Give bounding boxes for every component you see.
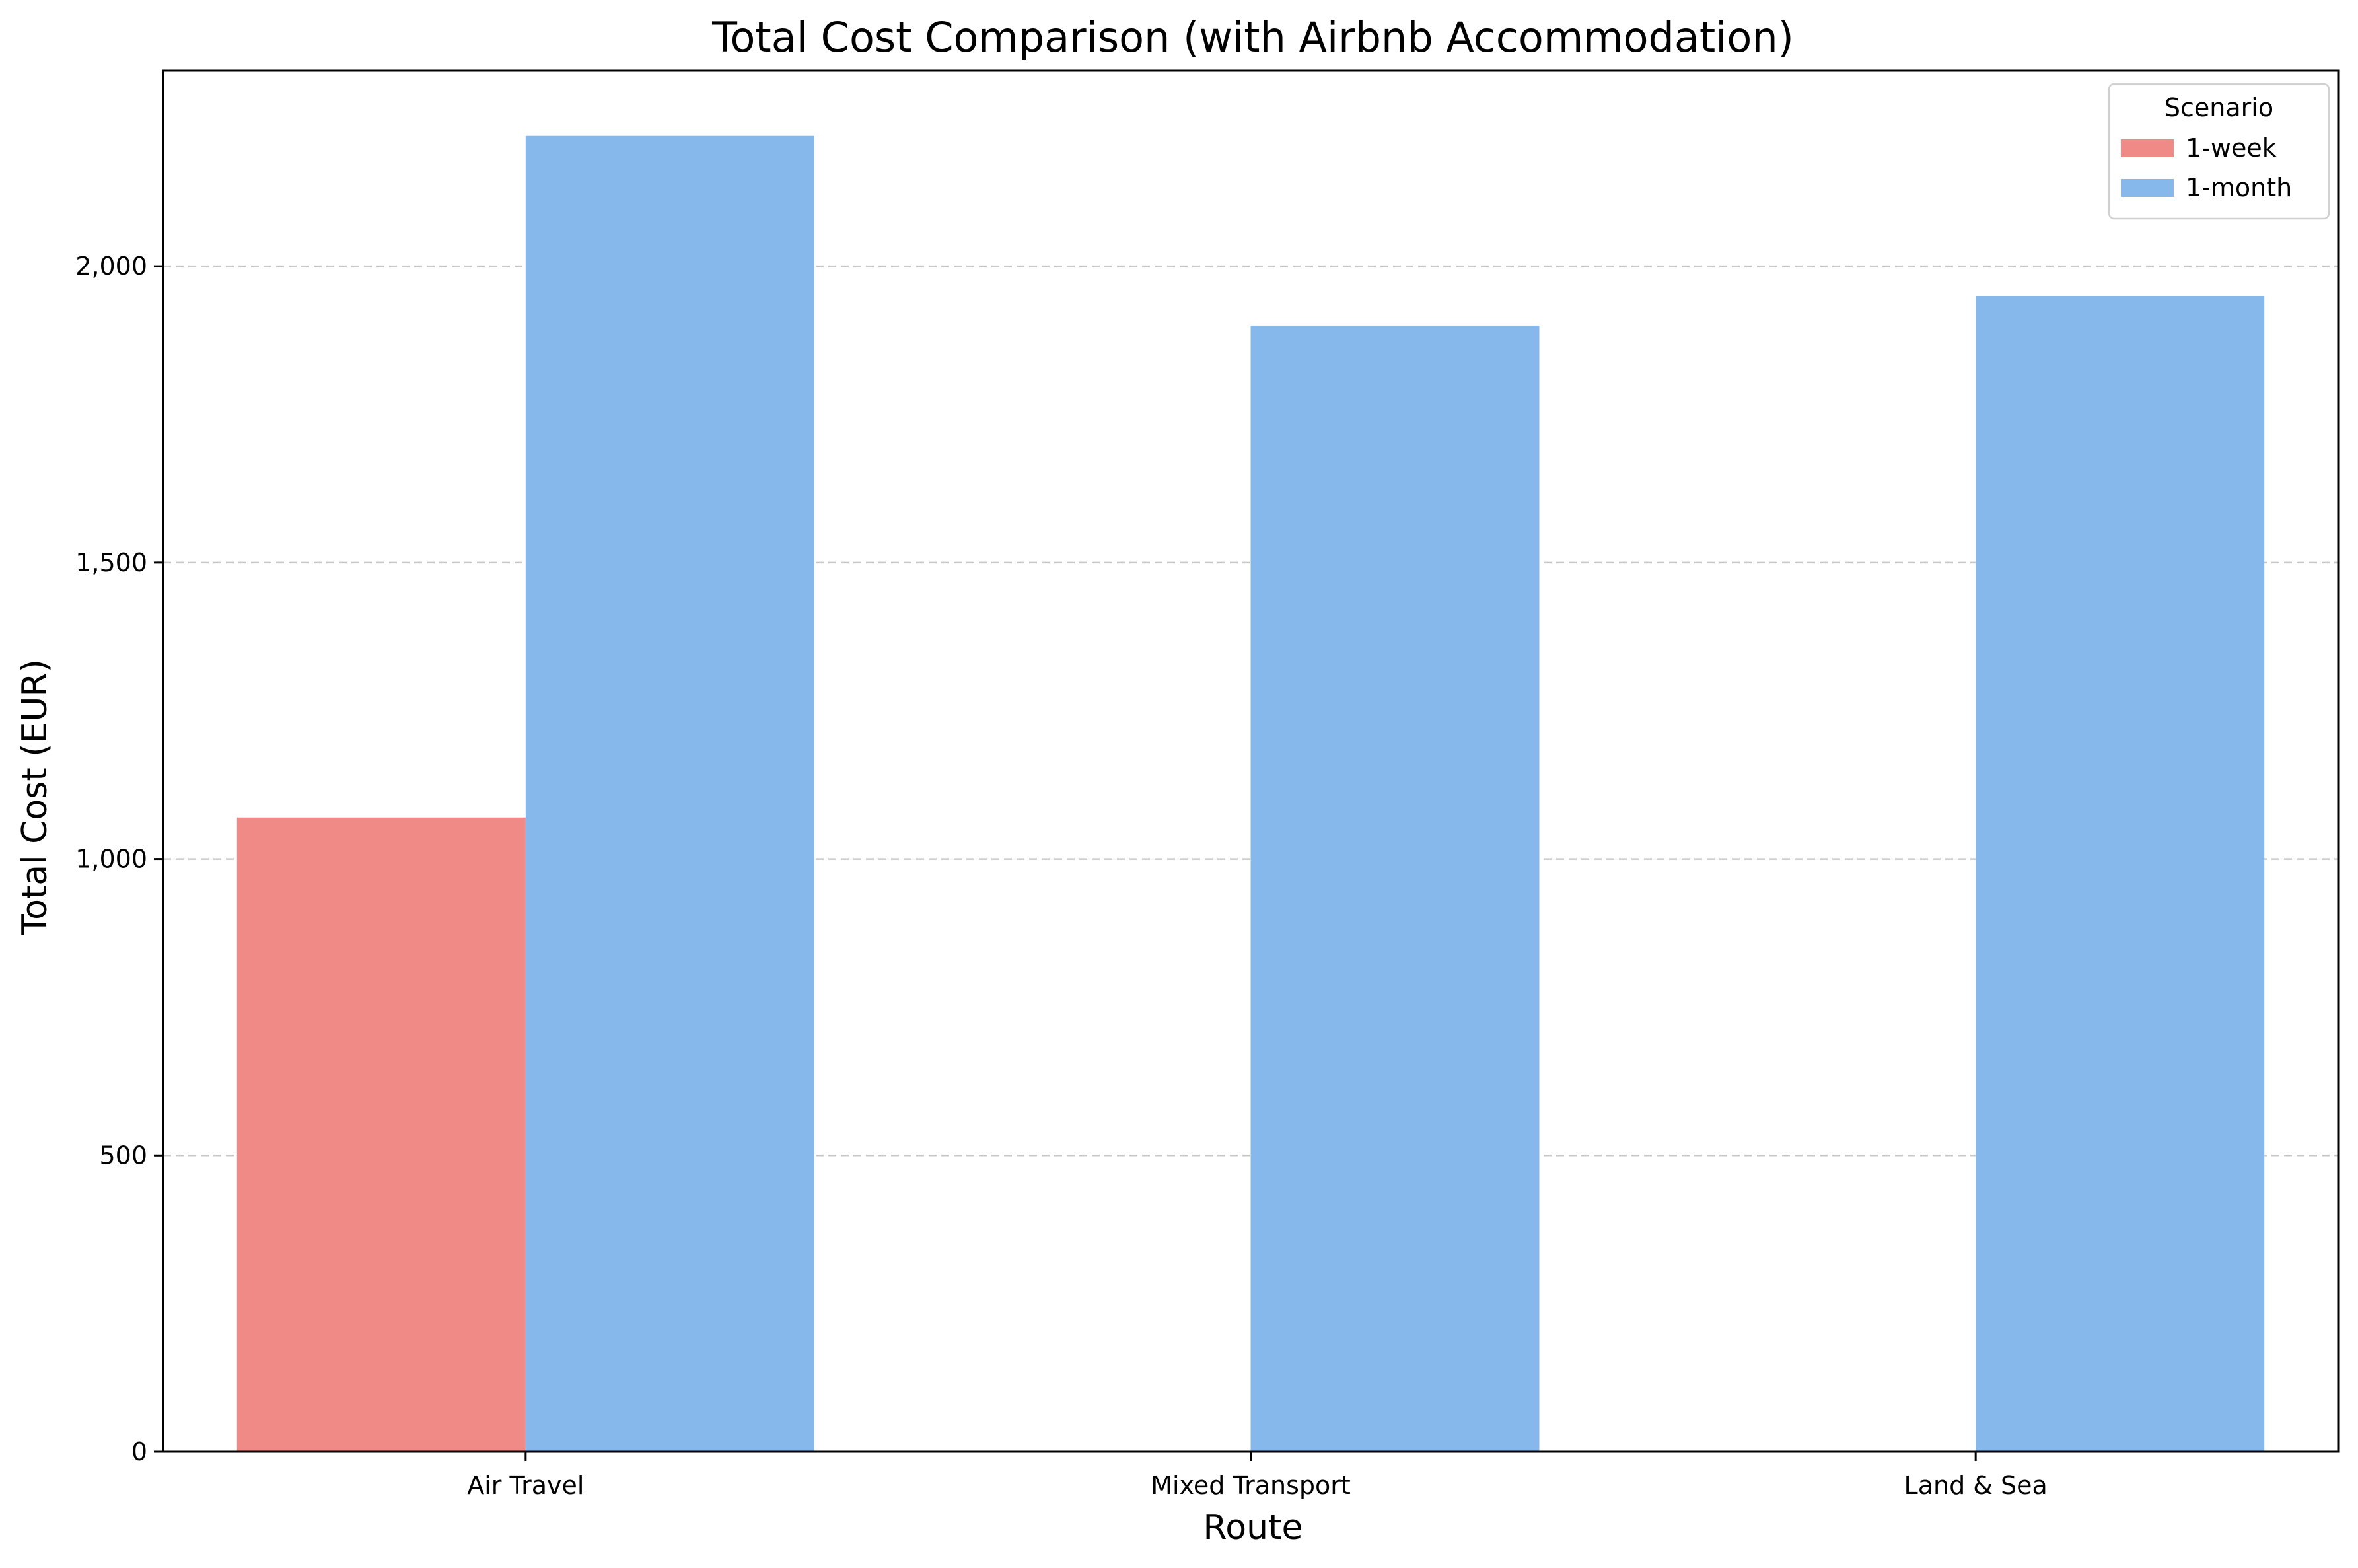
bar-1-month-2 bbox=[1976, 296, 2265, 1452]
bar-1-week-0 bbox=[236, 817, 526, 1452]
y-tick-label: 0 bbox=[131, 1437, 147, 1466]
x-axis-ticks: Air Travel Mixed Transport Land & Sea bbox=[467, 1452, 2048, 1500]
y-tick-label: 2,000 bbox=[75, 252, 147, 281]
legend-swatch-1-week bbox=[2121, 139, 2174, 157]
chart-title: Total Cost Comparison (with Airbnb Accom… bbox=[711, 13, 1794, 61]
legend-swatch-1-month bbox=[2121, 179, 2174, 197]
bars bbox=[236, 135, 2265, 1452]
bar-1-month-0 bbox=[525, 135, 814, 1452]
legend: Scenario 1-week 1-month bbox=[2108, 83, 2330, 220]
y-tick-label: 500 bbox=[99, 1141, 147, 1170]
bar-1-month-1 bbox=[1250, 325, 1540, 1452]
y-axis-label: Total Cost (EUR) bbox=[15, 659, 55, 936]
y-tick-label: 1,500 bbox=[75, 548, 147, 577]
legend-entry-1-month: 1-month bbox=[2186, 173, 2292, 202]
x-tick-label: Land & Sea bbox=[1904, 1471, 2048, 1500]
x-tick-label: Air Travel bbox=[467, 1471, 584, 1500]
y-axis-ticks: 0 500 1,000 1,500 2,000 bbox=[75, 252, 163, 1466]
x-tick-label: Mixed Transport bbox=[1151, 1471, 1351, 1500]
legend-entry-1-week: 1-week bbox=[2186, 133, 2277, 162]
legend-title: Scenario bbox=[2164, 93, 2273, 122]
y-tick-label: 1,000 bbox=[75, 845, 147, 874]
x-axis-label: Route bbox=[1203, 1508, 1303, 1548]
